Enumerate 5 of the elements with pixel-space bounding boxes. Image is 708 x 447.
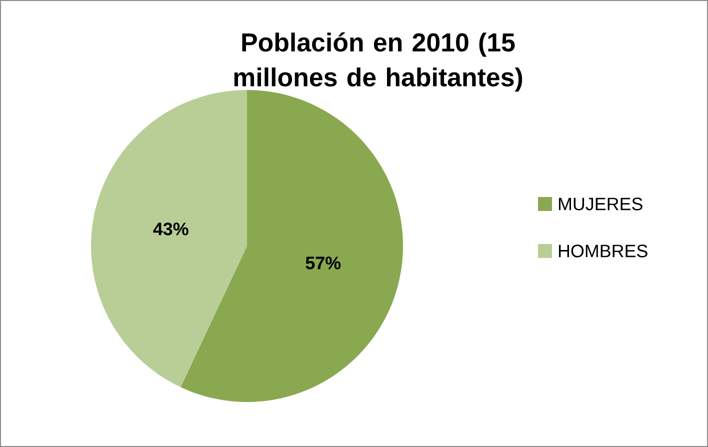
legend-label: HOMBRES [558,244,648,258]
data-label: 43% [153,222,188,236]
chart-title: Población en 2010 (15 millones de habitantes) [234,32,522,92]
legend-label: MUJERES [558,198,642,210]
data-label: 57% [306,256,341,270]
